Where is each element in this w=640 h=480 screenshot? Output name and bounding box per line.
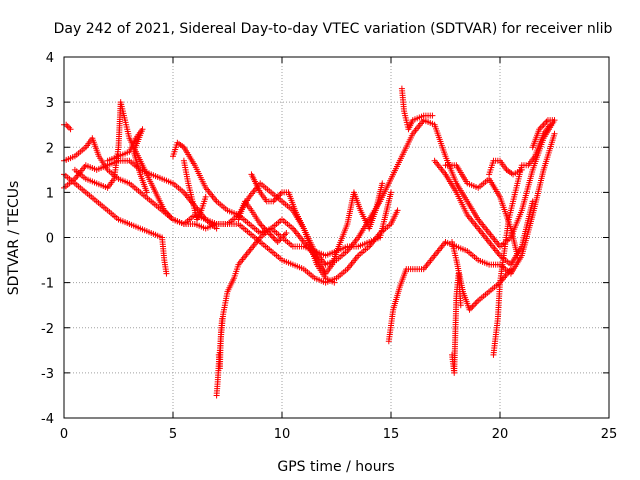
y-tick-label: 1 (46, 186, 54, 201)
data-point (331, 279, 338, 286)
x-tick-label: 25 (601, 427, 618, 442)
data-point (213, 225, 220, 232)
x-axis-label: GPS time / hours (277, 459, 394, 475)
y-tick-label: 2 (46, 141, 54, 156)
series-track-20 (490, 121, 554, 358)
series-track-19 (449, 270, 464, 376)
data-point (457, 302, 464, 309)
y-tick-label: -4 (41, 412, 54, 427)
data-point (268, 232, 275, 239)
series-track-14 (385, 130, 558, 345)
x-tick-label: 20 (492, 427, 509, 442)
data-point (388, 189, 394, 196)
y-axis-label: SDTVAR / TECUs (6, 181, 22, 296)
x-tick-label: 15 (383, 427, 400, 442)
data-point (258, 222, 265, 229)
data-point (143, 189, 150, 196)
data-point (219, 315, 226, 322)
series-track-8 (180, 157, 209, 223)
data-point (551, 130, 558, 137)
x-tick-label: 10 (274, 427, 291, 442)
data-point (472, 300, 479, 307)
data-point (276, 237, 283, 244)
series-track-13 (329, 180, 386, 268)
y-tick-label: 3 (46, 96, 54, 111)
data-point (270, 234, 277, 241)
data-point (163, 270, 170, 277)
data-point (281, 231, 288, 238)
series-track-10 (215, 315, 226, 372)
data-point (66, 124, 73, 131)
data-point (514, 252, 521, 259)
data-point (67, 126, 74, 133)
y-tick-label: 4 (46, 51, 54, 66)
chart-title: Day 242 of 2021, Sidereal Day-to-day VTE… (54, 21, 613, 37)
series-track-12 (235, 198, 290, 246)
y-tick-label: -2 (41, 322, 54, 337)
y-tick-label: -1 (41, 277, 54, 292)
series-track-22 (529, 117, 556, 151)
data-point (260, 223, 267, 230)
series-track-6 (104, 126, 150, 196)
y-tick-label: 0 (46, 232, 54, 247)
data-point (271, 236, 278, 243)
y-tick-label: -3 (41, 367, 54, 382)
y-tick-labels: -4 -3 -2 -1 0 1 2 3 4 (41, 51, 54, 427)
x-tick-label: 5 (169, 427, 177, 442)
data-point (507, 266, 514, 273)
data-point (549, 117, 556, 124)
x-tick-label: 0 (60, 427, 68, 442)
data-point (540, 121, 547, 128)
series-track-11 (248, 171, 338, 286)
data-point (539, 123, 546, 130)
data-point (469, 303, 476, 310)
data-point (473, 299, 480, 306)
data-point (64, 123, 71, 130)
data-point (379, 180, 386, 187)
data-point (529, 198, 536, 205)
data-point (274, 239, 281, 246)
data-point (542, 120, 549, 127)
axis-ticks (63, 56, 610, 419)
series-track-1 (61, 121, 74, 133)
data-point (202, 193, 209, 200)
data-point (394, 207, 401, 214)
data-point (429, 112, 436, 119)
data-points (61, 85, 558, 399)
series-track-15 (398, 85, 436, 133)
series-track-21 (486, 157, 525, 178)
x-tick-labels: 0 5 10 15 20 25 (60, 427, 617, 442)
data-point (283, 229, 290, 236)
data-point (518, 166, 525, 173)
